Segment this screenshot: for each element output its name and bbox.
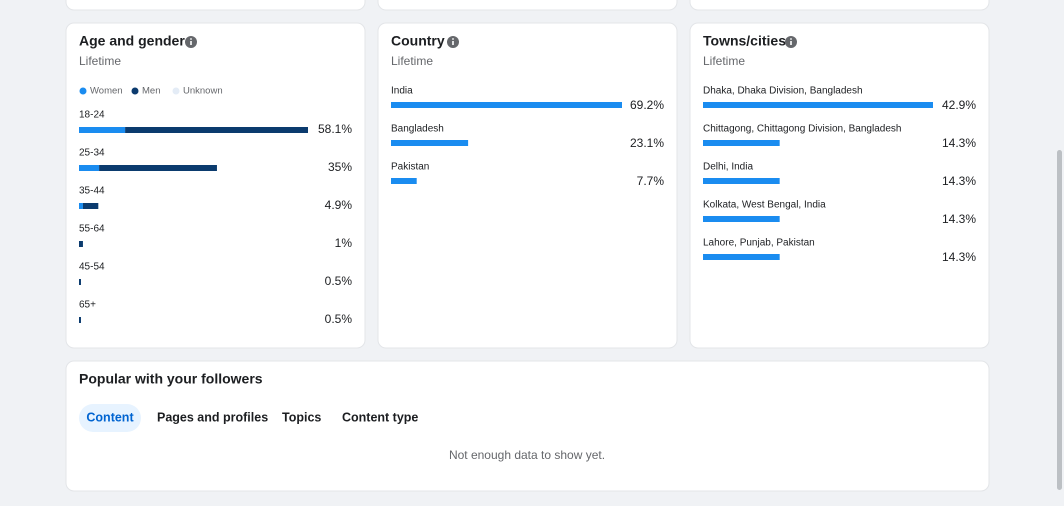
card — [65, 0, 366, 11]
row-label: Pakistan — [391, 162, 429, 173]
card — [65, 22, 366, 349]
scroll-thumb[interactable] — [1057, 150, 1062, 490]
row-label: Lahore, Punjab, Pakistan — [703, 238, 815, 249]
bar — [703, 254, 780, 260]
tab[interactable]: Content — [86, 410, 134, 424]
tab[interactable]: Topics — [282, 410, 321, 424]
row-label: India — [391, 86, 413, 97]
row-label: 45-54 — [79, 262, 105, 273]
subtitle: Lifetime — [391, 54, 433, 68]
value-label: 14.3% — [942, 174, 976, 188]
value-label: 14.3% — [942, 212, 976, 226]
row-label: 35-44 — [79, 186, 105, 197]
legend-label: Men — [142, 86, 160, 97]
row-label: Chittagong, Chittagong Division, Banglad… — [703, 124, 901, 135]
bar-segment — [79, 317, 81, 323]
value-label: 4.9% — [325, 198, 353, 212]
bar — [391, 178, 417, 184]
legend-label: Unknown — [183, 86, 223, 97]
card — [65, 360, 990, 492]
bar — [391, 140, 469, 146]
value-label: 14.3% — [942, 136, 976, 150]
title: Country — [391, 33, 445, 49]
legend-dot — [172, 87, 180, 95]
bar-segment — [79, 127, 126, 133]
card — [377, 0, 678, 11]
subtitle: Lifetime — [703, 54, 745, 68]
row-label: Kolkata, West Bengal, India — [703, 200, 826, 211]
title: Towns/cities — [703, 33, 786, 49]
empty-message: Not enough data to show yet. — [449, 448, 605, 462]
title: Age and gender — [79, 33, 185, 49]
value-label: 0.5% — [325, 312, 353, 326]
section-title: Popular with your followers — [79, 371, 263, 387]
value-label: 23.1% — [630, 136, 664, 150]
legend-dot — [79, 87, 87, 95]
tab-active[interactable] — [79, 404, 141, 432]
value-label: 58.1% — [318, 122, 352, 136]
value-label: 0.5% — [325, 274, 353, 288]
tab[interactable]: Content type — [342, 410, 418, 424]
value-label: 14.3% — [942, 250, 976, 264]
bar — [703, 178, 780, 184]
value-label: 7.7% — [637, 174, 665, 188]
tab[interactable]: Pages and profiles — [157, 410, 268, 424]
card — [377, 22, 678, 349]
row-label: 25-34 — [79, 148, 105, 159]
row-label: Dhaka, Dhaka Division, Bangladesh — [703, 86, 863, 97]
bar — [703, 102, 933, 108]
row-label: 18-24 — [79, 110, 105, 121]
row-label: 65+ — [79, 300, 96, 311]
value-label: 69.2% — [630, 98, 664, 112]
bar-segment — [79, 203, 83, 209]
info-icons[interactable] — [185, 36, 797, 48]
bar — [391, 102, 622, 108]
value-label: 35% — [328, 160, 352, 174]
row-label: Delhi, India — [703, 162, 753, 173]
row-label: 55-64 — [79, 224, 105, 235]
bar — [703, 216, 780, 222]
legend-dot — [131, 87, 139, 95]
bar — [703, 140, 780, 146]
legend-label: Women — [90, 86, 123, 97]
row-label: Bangladesh — [391, 124, 444, 135]
bar-segment — [79, 241, 83, 247]
bar-segment — [82, 203, 99, 209]
subtitle: Lifetime — [79, 54, 121, 68]
bar-segment — [99, 165, 217, 171]
bar-segment — [79, 165, 100, 171]
bar-segment — [79, 279, 81, 285]
card — [689, 0, 990, 11]
bar-segment — [125, 127, 308, 133]
value-label: 1% — [335, 236, 353, 250]
value-label: 42.9% — [942, 98, 976, 112]
